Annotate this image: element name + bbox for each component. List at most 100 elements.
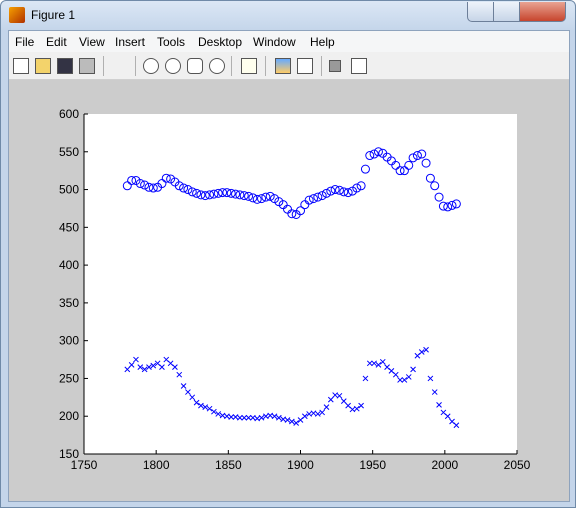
marker [327, 396, 334, 403]
marker [244, 191, 254, 201]
marker [148, 183, 158, 193]
marker [423, 346, 429, 353]
menu-item[interactable]: File [15, 35, 35, 49]
marker [193, 399, 200, 406]
marker [425, 173, 435, 183]
marker [353, 405, 360, 412]
pan-button[interactable] [187, 58, 203, 74]
marker [399, 166, 409, 176]
marker [219, 412, 226, 419]
menu-item[interactable]: Edit [46, 35, 67, 49]
marker [453, 422, 460, 429]
marker [358, 402, 364, 409]
x-tick-label: 2000 [431, 458, 458, 472]
marker [304, 195, 314, 205]
menu-item[interactable]: Window [253, 35, 296, 49]
minimize-button[interactable] [467, 2, 494, 22]
marker [417, 149, 427, 159]
marker [412, 151, 422, 161]
marker [176, 371, 183, 378]
marker [263, 413, 269, 420]
marker [436, 402, 442, 408]
marker [287, 209, 297, 219]
chart: 1750 1800 1850 1900 1950 2000 2050 150 200 250 300… [59, 107, 531, 472]
marker [301, 413, 308, 420]
marker [222, 188, 232, 198]
menu-item[interactable]: View [79, 35, 105, 49]
open-button[interactable] [35, 58, 51, 74]
separator [231, 56, 232, 76]
marker [196, 190, 206, 200]
marker [405, 374, 412, 380]
marker [239, 191, 249, 201]
marker [365, 151, 375, 161]
marker [349, 406, 356, 413]
marker [339, 187, 349, 197]
new-button[interactable] [13, 58, 29, 74]
marker [371, 360, 377, 367]
show-tools-button[interactable] [351, 58, 367, 74]
marker [218, 188, 228, 198]
marker [200, 191, 210, 201]
marker [140, 180, 150, 190]
marker [275, 414, 282, 421]
y-tick-label: 350 [59, 296, 79, 310]
marker [161, 173, 171, 183]
marker [183, 185, 193, 195]
menu-item[interactable]: Desktop [198, 35, 243, 49]
marker [306, 411, 313, 417]
zoom-out-button[interactable] [165, 58, 181, 74]
marker [137, 364, 144, 370]
y-tick-label: 500 [59, 183, 79, 197]
zoom-in-button[interactable] [143, 58, 159, 74]
marker [237, 414, 243, 421]
marker [252, 194, 262, 204]
menu-item[interactable]: Insert [115, 35, 146, 49]
marker [323, 404, 330, 411]
maximize-button[interactable] [493, 2, 520, 22]
marker [241, 414, 248, 421]
toolbar [9, 53, 569, 80]
colorbar-button[interactable] [275, 58, 291, 74]
marker [284, 417, 291, 423]
close-button[interactable] [519, 2, 566, 22]
marker [128, 361, 135, 368]
marker [180, 383, 187, 389]
marker [271, 413, 278, 420]
menu-item[interactable]: Help [310, 35, 335, 49]
app-icon [9, 7, 25, 23]
y-tick-label: 550 [59, 145, 79, 159]
marker [438, 201, 448, 211]
rotate-button[interactable] [209, 58, 225, 74]
marker [401, 377, 408, 383]
marker [250, 414, 256, 421]
hide-tools-button[interactable] [329, 60, 341, 72]
marker [427, 375, 434, 382]
marker [451, 199, 461, 209]
marker [293, 420, 300, 426]
marker [258, 414, 265, 421]
marker [408, 153, 418, 163]
marker [375, 361, 382, 368]
marker [187, 187, 197, 197]
marker [321, 188, 331, 198]
marker [308, 194, 318, 204]
data-cursor-button[interactable] [241, 58, 257, 74]
y-tick-label: 150 [59, 447, 79, 461]
marker [248, 193, 258, 203]
legend-button[interactable] [297, 58, 313, 74]
marker [159, 364, 165, 370]
marker [434, 192, 444, 202]
title-bar: Figure 1 [1, 1, 575, 29]
marker [317, 191, 327, 201]
print-button[interactable] [79, 58, 95, 74]
menu-item[interactable]: Tools [157, 35, 186, 49]
marker [280, 416, 287, 423]
marker [443, 202, 453, 212]
save-button[interactable] [57, 58, 73, 74]
marker [215, 411, 222, 417]
select-button[interactable] [113, 58, 127, 72]
marker [245, 414, 252, 421]
y-tick-label: 600 [59, 107, 79, 121]
